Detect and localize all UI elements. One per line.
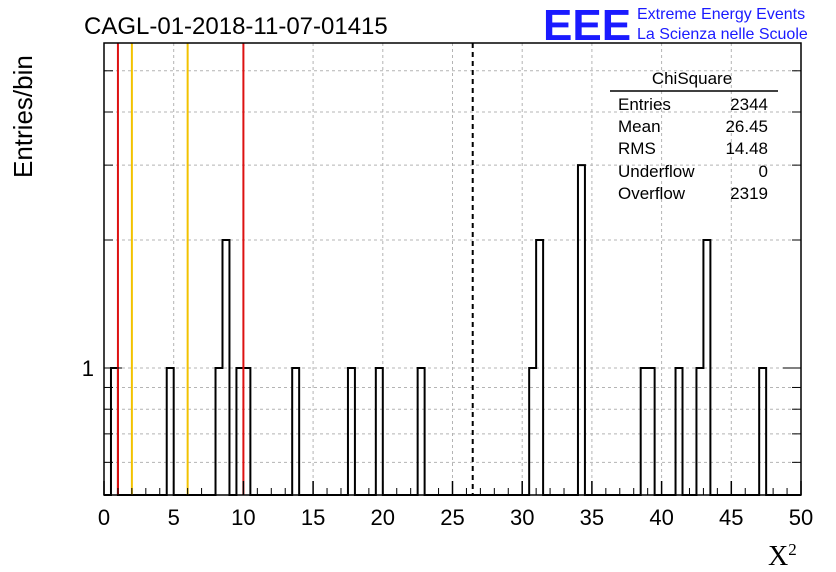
brand-line-1: Extreme Energy Events — [637, 6, 805, 23]
stats-value-rms: 14.48 — [725, 139, 768, 158]
brand-line-2: La Scienza nelle Scuole — [637, 26, 808, 43]
axis-ticks: 0 5 10 15 20 25 30 35 40 45 50 1 — [82, 70, 813, 530]
stats-box: ChiSquare Entries 2344 Mean 26.45 RMS 14… — [610, 69, 778, 203]
stats-label-rms: RMS — [618, 139, 656, 158]
stats-title: ChiSquare — [652, 69, 732, 88]
stats-value-mean: 26.45 — [725, 117, 768, 136]
x-tick-label: 25 — [440, 505, 464, 530]
x-axis-label: X2 — [768, 540, 797, 572]
x-tick-label: 40 — [649, 505, 673, 530]
stats-label-overflow: Overflow — [618, 184, 686, 203]
reference-lines — [116, 43, 474, 495]
x-tick-label: 5 — [168, 505, 180, 530]
x-tick-label: 45 — [719, 505, 743, 530]
x-tick-label: 35 — [580, 505, 604, 530]
x-tick-label: 30 — [510, 505, 534, 530]
eee-logo: EEE — [543, 1, 631, 50]
histogram-bin — [578, 165, 585, 495]
brand-logo: EEE Extreme Energy Events La Scienza nel… — [543, 1, 808, 50]
stats-value-underflow: 0 — [759, 162, 768, 181]
stats-value-overflow: 2319 — [730, 184, 768, 203]
stats-value-entries: 2344 — [730, 95, 768, 114]
chart-title: CAGL-01-2018-11-07-01415 — [84, 13, 388, 40]
x-tick-label: 15 — [301, 505, 325, 530]
y-tick-label: 1 — [82, 356, 94, 381]
y-axis-label: Entries/bin — [8, 55, 38, 178]
stats-label-mean: Mean — [618, 117, 661, 136]
stats-label-entries: Entries — [618, 95, 671, 114]
x-tick-label: 20 — [371, 505, 395, 530]
x-tick-label: 10 — [231, 505, 255, 530]
stats-label-underflow: Underflow — [618, 162, 695, 181]
grid — [104, 43, 801, 495]
x-tick-label: 50 — [789, 505, 813, 530]
x-tick-label: 0 — [98, 505, 110, 530]
